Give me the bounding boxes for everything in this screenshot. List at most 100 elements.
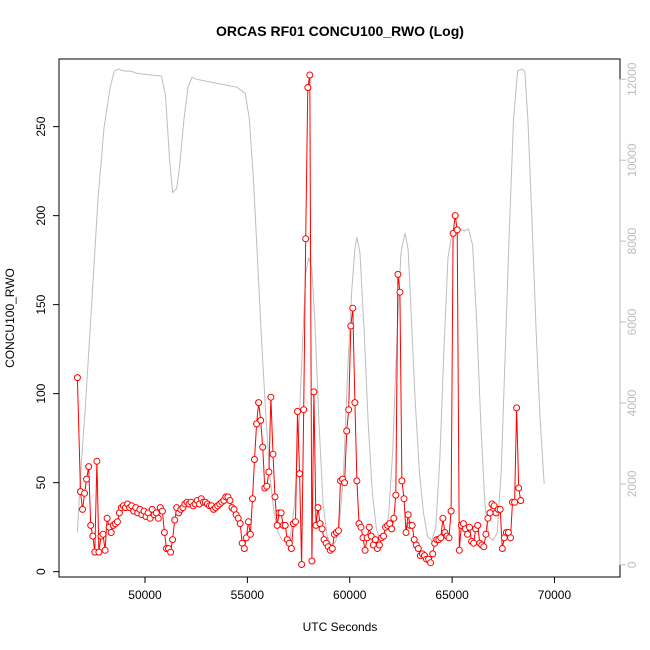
concu100-point xyxy=(292,518,299,526)
concu100-point xyxy=(408,521,416,529)
x-tick-label: 65000 xyxy=(435,588,469,602)
concu100-point xyxy=(107,529,115,536)
concu100-point xyxy=(380,532,387,540)
concu100-point xyxy=(101,546,109,554)
y-tick-label: 200 xyxy=(34,205,48,225)
concu100-point xyxy=(158,507,166,515)
concu100-point xyxy=(402,529,410,536)
y-tick-label: 0 xyxy=(34,568,48,575)
altitude-line xyxy=(76,68,545,546)
concu100-point xyxy=(95,548,103,556)
series-layer xyxy=(73,68,545,568)
concu100-point xyxy=(453,226,461,234)
concu100-point xyxy=(439,514,447,522)
y2-tick-label: 10000 xyxy=(625,143,639,177)
concu100-point xyxy=(277,509,285,517)
concu100-point xyxy=(447,507,455,515)
x-axis: 50000 55000 60000 65000 70000 xyxy=(128,576,572,602)
concu100-point xyxy=(249,495,256,503)
concu100-point xyxy=(89,532,97,540)
concu100-point xyxy=(466,523,473,531)
x-axis-title: UTC Seconds xyxy=(303,620,378,634)
concu100-point xyxy=(390,514,398,522)
y2-tick-label: 12000 xyxy=(625,62,639,96)
y2-tick-label: 6000 xyxy=(625,308,639,335)
concu100-point xyxy=(294,408,301,415)
x-tick-label: 60000 xyxy=(333,588,367,602)
concu100-point xyxy=(486,509,494,517)
concu100-point xyxy=(392,491,400,499)
concu100-point xyxy=(474,521,482,529)
concu100-point xyxy=(87,521,95,529)
x-tick-label: 55000 xyxy=(231,588,265,602)
concu100-point xyxy=(511,498,519,506)
y2-tick-label: 2000 xyxy=(625,470,639,497)
concu100-point xyxy=(263,482,271,490)
concu100-point xyxy=(154,514,162,522)
concu100-point xyxy=(496,505,504,513)
concu100-point xyxy=(404,511,412,519)
y2-tick-label: 4000 xyxy=(625,389,639,416)
concu100-point xyxy=(396,288,404,296)
concu100-point xyxy=(445,534,453,542)
concu100-point xyxy=(347,322,355,330)
concu100-point xyxy=(498,545,506,552)
concu100-point xyxy=(113,518,121,526)
y-tick-label: 50 xyxy=(34,476,48,490)
concu100-point xyxy=(515,484,523,492)
concu100-point xyxy=(517,497,525,504)
concu100-point xyxy=(429,550,437,558)
concu100-point xyxy=(244,518,252,526)
y2-tick-label: 0 xyxy=(625,561,639,568)
concu100-point xyxy=(464,530,471,538)
concu100-point xyxy=(269,450,277,458)
concu100-point xyxy=(470,539,478,547)
concu100-point xyxy=(328,545,336,552)
concu100-point xyxy=(240,545,248,552)
y-tick-label: 100 xyxy=(34,383,48,403)
concu100-point xyxy=(273,521,281,529)
concu100-point xyxy=(73,374,81,382)
concu100-point xyxy=(79,505,86,513)
concu100-point xyxy=(437,534,445,542)
concu100-point xyxy=(414,545,422,552)
y-axis: 0 50 100 150 200 250 xyxy=(34,116,60,575)
concu100-point xyxy=(85,463,93,471)
concu100-point xyxy=(81,489,89,497)
concu100-point xyxy=(455,546,463,554)
concu100-point xyxy=(287,545,295,552)
concu100-point xyxy=(246,530,254,538)
concu100-point xyxy=(265,468,273,476)
concu100-point xyxy=(167,548,175,556)
concu100-point xyxy=(451,212,459,220)
concu100-point xyxy=(341,479,349,487)
concu100-point xyxy=(361,546,369,554)
x-tick-label: 70000 xyxy=(538,588,572,602)
concu100-point xyxy=(83,475,91,483)
x-tick-label: 50000 xyxy=(128,588,162,602)
concu100-point xyxy=(365,523,373,531)
y-tick-label: 150 xyxy=(34,294,48,314)
concu100-point xyxy=(343,427,351,435)
concu100-point xyxy=(300,406,308,414)
concu100-point xyxy=(103,514,111,522)
y2-tick-label: 8000 xyxy=(625,227,639,254)
concu100-point xyxy=(306,71,314,79)
concu100-point xyxy=(349,304,357,312)
concu100-point xyxy=(267,393,275,401)
concu100-point xyxy=(398,477,406,485)
y-tick-label: 250 xyxy=(34,116,48,136)
concu100-point xyxy=(314,504,322,512)
concu100-point xyxy=(394,270,402,278)
concu100-point xyxy=(255,399,263,407)
concu100-point xyxy=(482,530,490,538)
concu100-point xyxy=(226,497,234,504)
concu100-point xyxy=(251,456,258,463)
concu100-point xyxy=(507,534,514,542)
concu100-point xyxy=(345,406,353,414)
concu100-point xyxy=(169,536,177,544)
concu100-point xyxy=(304,84,312,91)
concu100-point xyxy=(318,525,326,533)
concu100-point xyxy=(281,521,289,529)
